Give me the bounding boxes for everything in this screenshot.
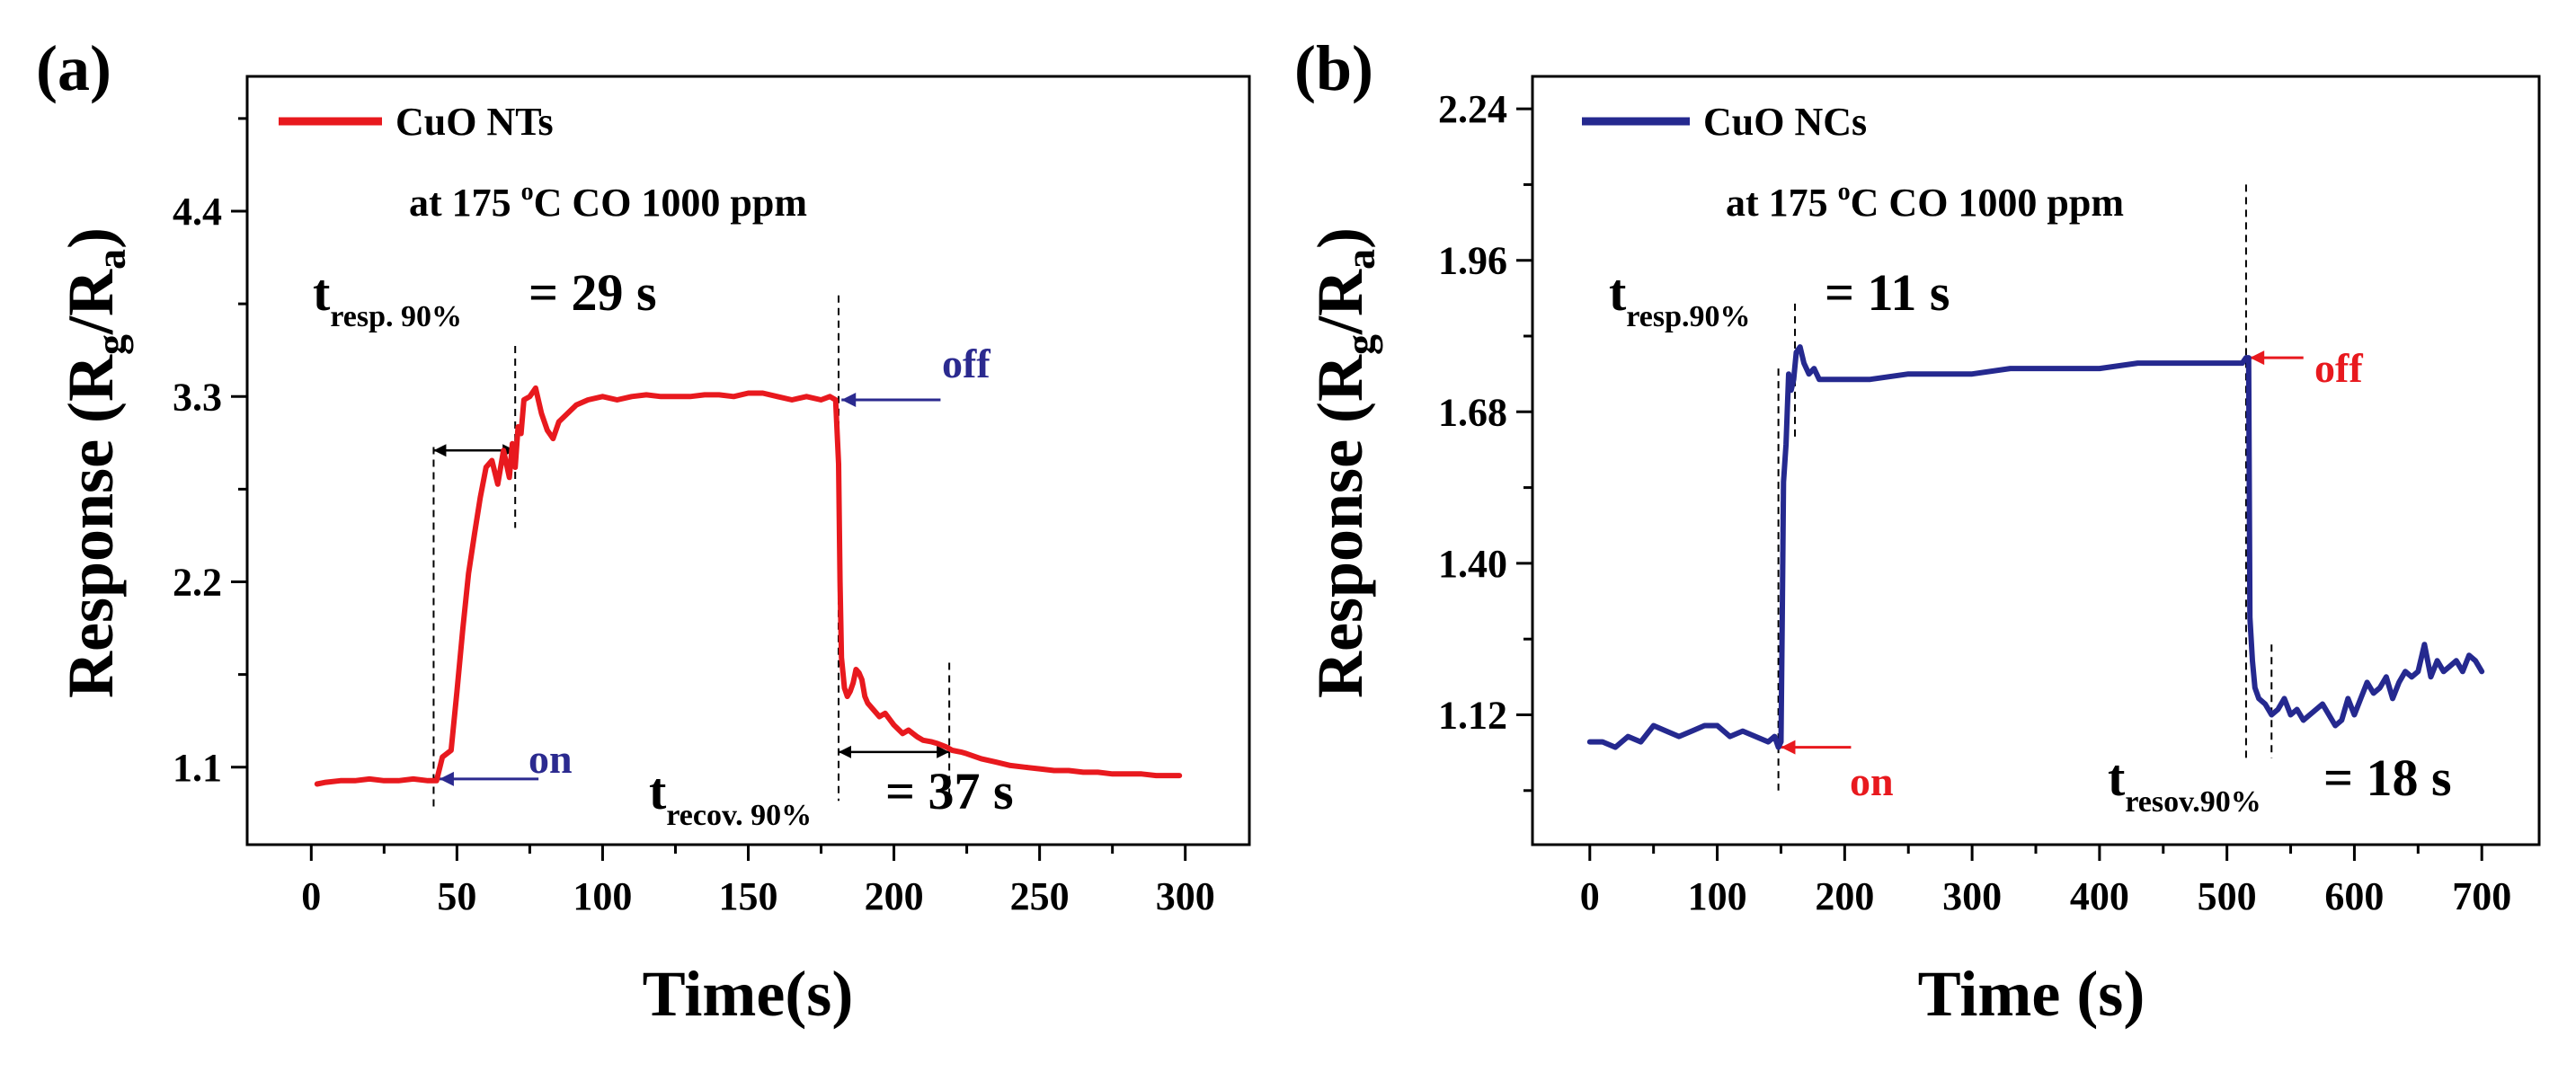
y-tick-label: 3.3 — [173, 375, 222, 419]
figure: (a) 0 50 100 150 200 250 300 1.1 2.2 3.3 4.4 Time… — [0, 0, 2576, 1072]
panel-a-off-label: off — [942, 341, 990, 386]
panel-b-label: (b) — [1294, 32, 1373, 104]
panel-b-x-axis-label: Time (s) — [1918, 958, 2145, 1030]
y-tick-label: 1.96 — [1438, 239, 1507, 283]
x-tick-label: 600 — [2324, 874, 2384, 918]
y-tick-label: 4.4 — [173, 190, 222, 234]
x-tick-label: 0 — [1580, 874, 1600, 918]
y-tick-label: 1.68 — [1438, 390, 1507, 434]
y-tick-label: 2.24 — [1438, 87, 1507, 131]
panel-b-series — [1590, 347, 2482, 747]
on-arrow-head — [440, 772, 454, 786]
panel-a-label: (a) — [36, 32, 111, 104]
x-tick-label: 500 — [2198, 874, 2257, 918]
x-tick-label: 300 — [1156, 874, 1215, 918]
panel-b-y-ticks: 1.12 1.40 1.68 1.96 2.24 — [1438, 87, 1532, 791]
panel-a-annotation-marks — [433, 296, 949, 811]
panel-b-response-time-value: = 11 s — [1825, 263, 1950, 322]
y-tick-label: 2.2 — [173, 561, 222, 605]
y-tick-label: 1.1 — [173, 746, 222, 790]
panel-b: (b) 0 100 200 300 400 500 600 700 1.121.401.681… — [1294, 32, 2539, 1030]
panel-a-y-ticks: 1.1 2.2 3.3 4.4 — [173, 119, 247, 790]
x-tick-label: 400 — [2070, 874, 2129, 918]
x-tick-label: 700 — [2452, 874, 2511, 918]
response-arrow-head-left — [433, 444, 446, 456]
panel-b-legend-label: CuO NCs — [1703, 100, 1867, 144]
x-tick-label: 250 — [1010, 874, 1070, 918]
panel-b-y-axis-label: Response (Rg/Ra) — [1304, 227, 1383, 698]
x-tick-label: 150 — [719, 874, 778, 918]
series-line-cuo-nts — [317, 388, 1179, 784]
panel-a-series — [317, 388, 1179, 784]
x-tick-label: 50 — [437, 874, 476, 918]
panel-a-recovery-time-label: trecov. 90% — [649, 762, 812, 832]
off-arrow-head — [2250, 350, 2264, 365]
panel-a-response-time-value: = 29 s — [529, 263, 657, 322]
panel-b-recovery-time-label: tresov.90% — [2108, 749, 2261, 819]
panel-a-condition-text: at 175 oC CO 1000 ppm — [409, 178, 807, 225]
panel-a-x-axis-label: Time(s) — [643, 958, 854, 1030]
x-tick-label: 200 — [865, 874, 924, 918]
panel-a-on-label: on — [529, 736, 573, 782]
panel-a: (a) 0 50 100 150 200 250 300 1.1 2.2 3.3 4.4 Time… — [36, 32, 1249, 1030]
series-line-cuo-ncs — [1590, 347, 2482, 747]
panel-b-recovery-time-value: = 18 s — [2323, 749, 2452, 807]
off-arrow-head — [841, 393, 856, 407]
x-tick-label: 300 — [1942, 874, 2002, 918]
y-tick-label: 1.40 — [1438, 542, 1507, 586]
panel-b-response-time-label: tresp.90% — [1609, 263, 1751, 333]
y-tick-label: 1.12 — [1438, 693, 1507, 737]
panel-b-x-ticks: 0 100 200 300 400 500 600 700 — [1580, 845, 2511, 918]
panel-a-response-time-label: tresp. 90% — [313, 263, 462, 333]
recovery-arrow-head-left — [839, 746, 851, 758]
x-tick-label: 0 — [301, 874, 321, 918]
x-tick-label: 100 — [1688, 874, 1747, 918]
panel-a-y-axis-label: Response (Rg/Ra) — [55, 227, 134, 698]
panel-b-condition-text: at 175 oC CO 1000 ppm — [1726, 178, 2124, 225]
panel-a-x-ticks: 0 50 100 150 200 250 300 — [301, 845, 1214, 918]
panel-b-off-label: off — [2314, 345, 2363, 391]
x-tick-label: 200 — [1815, 874, 1874, 918]
panel-a-legend-label: CuO NTs — [395, 100, 554, 144]
panel-b-on-label: on — [1850, 758, 1894, 804]
x-tick-label: 100 — [573, 874, 632, 918]
